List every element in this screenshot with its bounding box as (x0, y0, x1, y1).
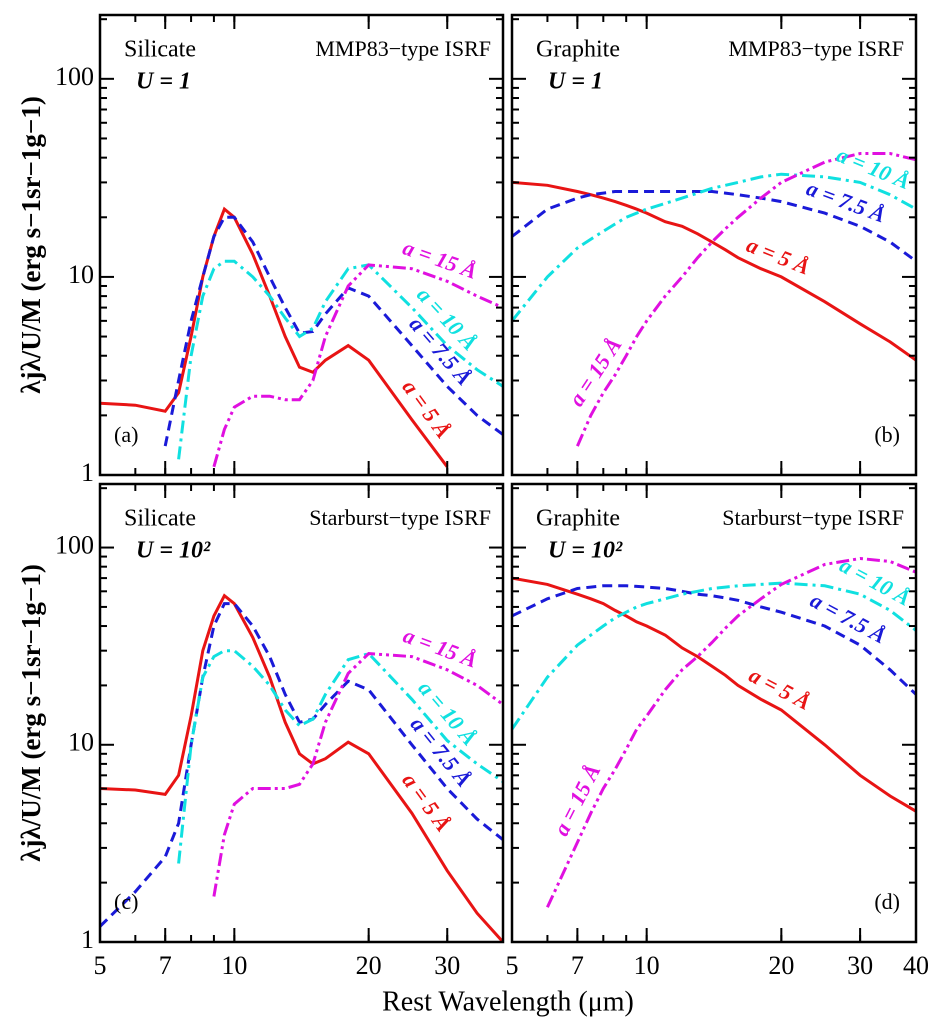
isrf-label: MMP83−type ISRF (315, 36, 491, 61)
x-tick-label: 20 (768, 951, 794, 980)
series-label: a = 15 Å (564, 333, 627, 411)
material-label: Silicate (124, 37, 196, 63)
field-label: U = 10² (548, 538, 623, 564)
x-tick-label: 30 (434, 951, 460, 980)
x-tick-label: 7 (159, 951, 172, 980)
series-label: a = 5 Å (743, 232, 813, 280)
field-label: U = 1 (136, 69, 191, 95)
x-tick-label: 5 (94, 951, 107, 980)
isrf-label: Starburst−type ISRF (309, 505, 491, 530)
plot-area (100, 206, 503, 468)
series-label: a = 5 Å (745, 662, 815, 715)
x-tick-label: 10 (221, 951, 247, 980)
material-label: Silicate (124, 506, 196, 532)
data-line (177, 649, 503, 864)
plot-area (512, 152, 916, 447)
data-line (512, 172, 916, 322)
panel-label: (a) (114, 422, 138, 447)
data-line (100, 593, 503, 942)
plot-area (100, 593, 503, 942)
data-line (512, 584, 916, 696)
series-label: a = 10 Å (833, 142, 913, 194)
series-label: a = 15 Å (400, 622, 481, 672)
x-tick-label: 5 (506, 951, 519, 980)
plot-area (512, 556, 916, 908)
data-line (177, 259, 503, 460)
material-label: Graphite (536, 37, 620, 63)
x-tick-label: 30 (847, 951, 873, 980)
panel-label: (b) (874, 422, 900, 447)
panel-frame (510, 13, 918, 477)
field-label: U = 1 (548, 69, 603, 95)
panel-label: (c) (114, 889, 138, 914)
x-axis-label: Rest Wavelength (μm) (382, 986, 634, 1017)
series-label: a = 15 Å (400, 235, 481, 284)
isrf-label: MMP83−type ISRF (728, 36, 904, 61)
y-tick-label: 100 (55, 531, 94, 560)
y-tick-label: 1 (81, 925, 94, 954)
data-line (512, 190, 916, 263)
data-line (576, 152, 916, 447)
y-tick-label: 100 (55, 62, 94, 91)
panel-frame (510, 482, 918, 944)
series-label: a = 5 Å (397, 375, 456, 443)
series-label: a = 7.5 Å (803, 175, 889, 227)
isrf-label: Starburst−type ISRF (722, 505, 904, 530)
data-line (546, 556, 916, 908)
x-tick-label: 40 (903, 951, 929, 980)
field-label: U = 10² (136, 538, 211, 564)
y-axis-label: λjλ/U/M (erg s−1sr−1g−1) (16, 564, 46, 862)
panel-frame (98, 482, 505, 944)
data-line (512, 180, 916, 362)
data-line (163, 215, 503, 447)
material-label: Graphite (536, 506, 620, 532)
x-tick-label: 10 (634, 951, 660, 980)
y-tick-label: 10 (68, 728, 94, 757)
data-line (512, 576, 916, 813)
panel-frame (98, 13, 505, 477)
y-axis-label: λjλ/U/M (erg s−1sr−1g−1) (16, 96, 46, 394)
y-tick-label: 1 (81, 458, 94, 487)
data-line (212, 263, 503, 468)
y-tick-label: 10 (68, 260, 94, 289)
data-line (212, 652, 503, 897)
data-line (100, 206, 449, 468)
x-tick-label: 20 (356, 951, 382, 980)
x-tick-label: 7 (571, 951, 584, 980)
panel-label: (d) (874, 889, 900, 914)
data-line (512, 581, 916, 731)
